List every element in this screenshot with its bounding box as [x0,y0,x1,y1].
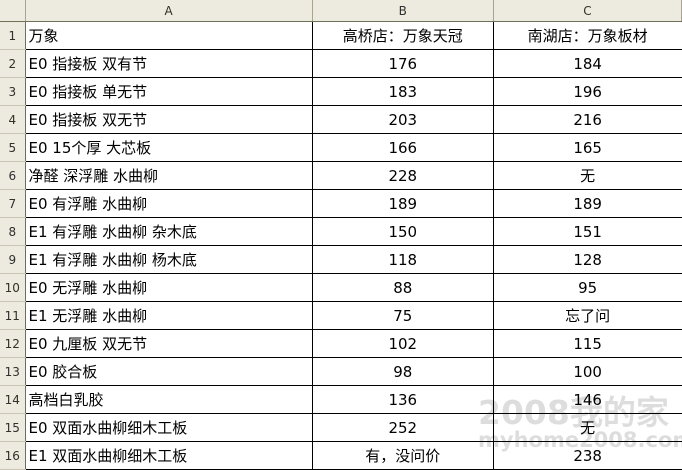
row-header[interactable]: 2 [0,49,26,78]
cell-C11[interactable]: 忘了问 [493,301,682,330]
cell-C14[interactable]: 146 [493,385,682,414]
cell-A7[interactable]: E0 有浮雕 水曲柳 [25,189,313,218]
cell-B11[interactable]: 75 [312,301,494,330]
cell-C3[interactable]: 196 [493,77,682,106]
row-header[interactable]: 7 [0,189,26,218]
cell-A1[interactable]: 万象 [25,21,313,50]
cell-C16[interactable]: 238 [493,441,682,470]
cell-A16[interactable]: E1 双面水曲柳细木工板 [25,441,313,470]
row-header[interactable]: 15 [0,413,26,442]
cell-A10[interactable]: E0 无浮雕 水曲柳 [25,273,313,302]
cell-A6[interactable]: 净醛 深浮雕 水曲柳 [25,161,313,190]
cell-B16[interactable]: 有，没问价 [312,441,494,470]
row-header[interactable]: 11 [0,301,26,330]
row-header[interactable]: 3 [0,77,26,106]
cell-B14[interactable]: 136 [312,385,494,414]
cell-C15[interactable]: 无 [493,413,682,442]
table-row: 11 E1 无浮雕 水曲柳 75 忘了问 [0,301,682,330]
cell-B10[interactable]: 88 [312,273,494,302]
cell-C12[interactable]: 115 [493,329,682,358]
cell-C2[interactable]: 184 [493,49,682,78]
cell-B5[interactable]: 166 [312,133,494,162]
table-row: 12 E0 九厘板 双无节 102 115 [0,329,682,358]
cell-B3[interactable]: 183 [312,77,494,106]
cell-A5[interactable]: E0 15个厚 大芯板 [25,133,313,162]
row-header[interactable]: 16 [0,441,26,470]
cell-B15[interactable]: 252 [312,413,494,442]
cell-C1[interactable]: 南湖店：万象板材 [493,21,682,50]
cell-C6[interactable]: 无 [493,161,682,190]
cell-A11[interactable]: E1 无浮雕 水曲柳 [25,301,313,330]
cell-A12[interactable]: E0 九厘板 双无节 [25,329,313,358]
cell-B4[interactable]: 203 [312,105,494,134]
row-header[interactable]: 12 [0,329,26,358]
cell-A2[interactable]: E0 指接板 双有节 [25,49,313,78]
cell-A14[interactable]: 高档白乳胶 [25,385,313,414]
table-row: 5 E0 15个厚 大芯板 166 165 [0,133,682,162]
row-header[interactable]: 14 [0,385,26,414]
cell-C9[interactable]: 128 [493,245,682,274]
column-header-b[interactable]: B [312,0,494,22]
row-header[interactable]: 6 [0,161,26,190]
cell-B2[interactable]: 176 [312,49,494,78]
cell-C10[interactable]: 95 [493,273,682,302]
row-header[interactable]: 1 [0,21,26,50]
cell-A4[interactable]: E0 指接板 双无节 [25,105,313,134]
table-row: 4 E0 指接板 双无节 203 216 [0,105,682,134]
table-row: 3 E0 指接板 单无节 183 196 [0,77,682,106]
cell-B1[interactable]: 高桥店：万象天冠 [312,21,494,50]
table-row: 14 高档白乳胶 136 146 [0,385,682,414]
row-header[interactable]: 8 [0,217,26,246]
select-all-corner[interactable] [0,0,26,22]
cell-A3[interactable]: E0 指接板 单无节 [25,77,313,106]
cell-B8[interactable]: 150 [312,217,494,246]
cell-B13[interactable]: 98 [312,357,494,386]
table-row: 13 E0 胶合板 98 100 [0,357,682,386]
grid-body: 1 万象 高桥店：万象天冠 南湖店：万象板材 2 E0 指接板 双有节 176 184 3 E0 … [0,21,682,470]
table-row: 16 E1 双面水曲柳细木工板 有，没问价 238 [0,441,682,470]
column-header-a[interactable]: A [25,0,313,22]
table-row: 6 净醛 深浮雕 水曲柳 228 无 [0,161,682,190]
row-header[interactable]: 13 [0,357,26,386]
cell-C8[interactable]: 151 [493,217,682,246]
column-header-c[interactable]: C [493,0,682,22]
cell-B9[interactable]: 118 [312,245,494,274]
cell-C7[interactable]: 189 [493,189,682,218]
table-row: 2 E0 指接板 双有节 176 184 [0,49,682,78]
table-row: 9 E1 有浮雕 水曲柳 杨木底 118 128 [0,245,682,274]
table-row: 10 E0 无浮雕 水曲柳 88 95 [0,273,682,302]
row-header[interactable]: 9 [0,245,26,274]
cell-A8[interactable]: E1 有浮雕 水曲柳 杂木底 [25,217,313,246]
row-header[interactable]: 4 [0,105,26,134]
cell-A9[interactable]: E1 有浮雕 水曲柳 杨木底 [25,245,313,274]
table-row: 8 E1 有浮雕 水曲柳 杂木底 150 151 [0,217,682,246]
cell-B12[interactable]: 102 [312,329,494,358]
cell-B7[interactable]: 189 [312,189,494,218]
cell-C5[interactable]: 165 [493,133,682,162]
row-header[interactable]: 5 [0,133,26,162]
table-row: 7 E0 有浮雕 水曲柳 189 189 [0,189,682,218]
cell-A13[interactable]: E0 胶合板 [25,357,313,386]
cell-C4[interactable]: 216 [493,105,682,134]
column-header-row: A B C [0,0,682,22]
table-row: 1 万象 高桥店：万象天冠 南湖店：万象板材 [0,21,682,50]
row-header[interactable]: 10 [0,273,26,302]
table-row: 15 E0 双面水曲柳细木工板 252 无 [0,413,682,442]
cell-C13[interactable]: 100 [493,357,682,386]
cell-A15[interactable]: E0 双面水曲柳细木工板 [25,413,313,442]
cell-B6[interactable]: 228 [312,161,494,190]
